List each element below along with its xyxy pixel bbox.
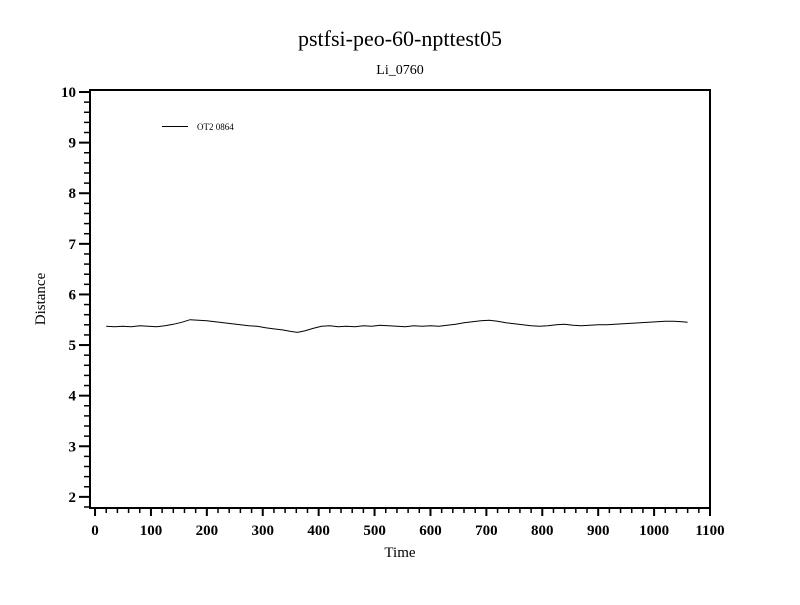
- y-tick-label: 3: [69, 439, 77, 455]
- x-axis-label: Time: [384, 545, 415, 561]
- y-tick-label: 7: [69, 237, 77, 253]
- y-tick-label: 9: [69, 136, 77, 152]
- x-tick-label: 500: [363, 523, 386, 539]
- chart-subtitle: Li_0760: [376, 63, 423, 78]
- y-axis-label: Distance: [33, 272, 49, 325]
- legend-label: OT2 0864: [197, 122, 234, 132]
- plot-frame: [89, 89, 711, 509]
- axis-ticks: 0 100 200 300 400 500 600 700 800 900 1000 1100 2 3 4 5…: [61, 85, 725, 539]
- y-tick-label: 2: [69, 490, 77, 506]
- x-tick-label: 600: [419, 523, 442, 539]
- y-tick-label: 8: [69, 186, 77, 202]
- x-tick-label: 0: [91, 523, 99, 539]
- data-series-line: [106, 319, 688, 333]
- x-tick-label: 400: [307, 523, 330, 539]
- y-tick-label: 4: [69, 389, 77, 405]
- x-tick-label: 1000: [639, 523, 669, 539]
- y-tick-label: 6: [69, 287, 77, 303]
- y-tick-label: 10: [61, 85, 76, 101]
- x-tick-label: 200: [196, 523, 219, 539]
- x-tick-label: 800: [531, 523, 554, 539]
- y-tick-label: 5: [69, 338, 77, 354]
- x-tick-label: 300: [252, 523, 275, 539]
- chart-title: pstfsi-peo-60-npttest05: [298, 26, 502, 51]
- x-tick-label: 100: [140, 523, 163, 539]
- x-tick-label: 900: [587, 523, 610, 539]
- legend: OT2 0864: [162, 122, 234, 132]
- x-tick-label: 1100: [695, 523, 724, 539]
- x-tick-label: 700: [475, 523, 498, 539]
